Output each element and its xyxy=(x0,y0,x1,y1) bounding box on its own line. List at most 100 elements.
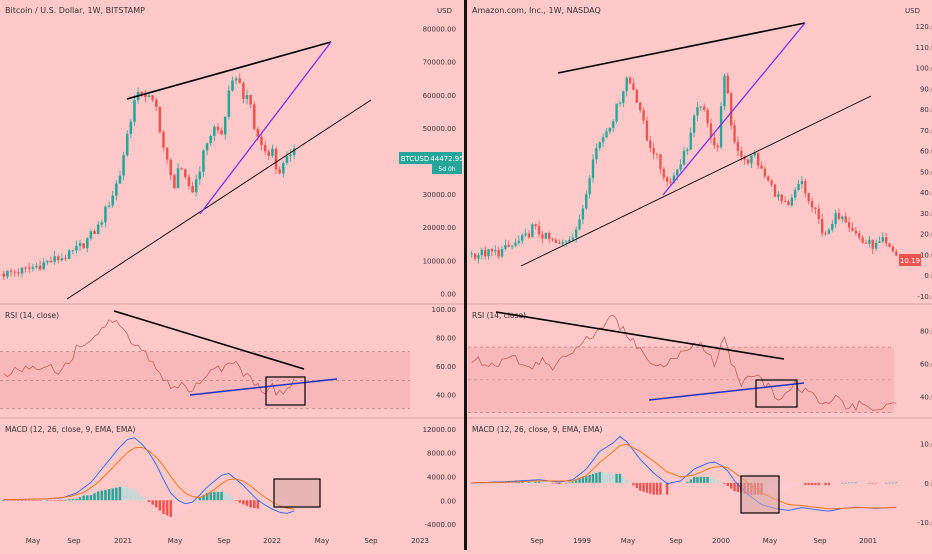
btc-macd-histogram-bar xyxy=(151,500,154,504)
amzn-candle xyxy=(727,73,729,95)
amzn-candle-body xyxy=(690,133,692,150)
btc-macd-histogram-bar xyxy=(104,490,107,500)
btc-macd-histogram-bar xyxy=(253,500,256,508)
btc-candle-body xyxy=(17,272,20,273)
amzn-macd-histogram-bar xyxy=(797,483,799,486)
amzn-macd-histogram-bar xyxy=(524,482,526,483)
btc-candle xyxy=(253,101,256,130)
amzn-time-tick-5: May xyxy=(763,537,777,545)
btc-candle-body xyxy=(238,78,241,82)
btc-candle xyxy=(173,173,176,189)
amzn-macd-tick-1: 0.00 xyxy=(924,480,932,488)
amzn-candle-body xyxy=(828,230,830,234)
btc-candle-body xyxy=(39,266,42,270)
amzn-macd-histogram-bar xyxy=(582,478,584,483)
amzn-price-tick-6: 60.00 xyxy=(920,148,932,156)
amzn-candle-body xyxy=(508,245,510,247)
btc-macd-histogram-bar xyxy=(10,500,13,501)
amzn-macd-histogram-bar xyxy=(868,483,870,484)
amzn-candle-body xyxy=(787,201,789,205)
amzn-candle-body xyxy=(824,233,826,234)
btc-candle-body xyxy=(188,177,191,186)
amzn-macd-histogram-bar xyxy=(588,475,590,483)
amzn-candle-body xyxy=(797,184,799,190)
btc-candle-body xyxy=(242,83,245,99)
btc-candle-body xyxy=(177,168,180,188)
amzn-time-tick-2: May xyxy=(621,537,635,545)
amzn-macd-histogram-bar xyxy=(535,482,537,483)
amzn-candle-body xyxy=(706,110,708,124)
chart-splitter[interactable] xyxy=(464,0,467,550)
amzn-macd-histogram-bar xyxy=(861,483,863,484)
amzn-macd-histogram-bar xyxy=(555,483,557,484)
amzn-candle-body xyxy=(541,234,543,238)
amzn-candle-body xyxy=(656,154,658,155)
amzn-macd-histogram-bar xyxy=(814,483,816,485)
amzn-chart-title: Amazon.com, Inc., 1W, NASDAQ xyxy=(472,6,601,15)
amzn-macd-histogram-bar xyxy=(706,477,708,483)
amzn-candle-body xyxy=(875,243,877,249)
btc-candle-body xyxy=(249,95,252,104)
amzn-macd-histogram-bar xyxy=(733,483,735,491)
btc-candle-body xyxy=(108,206,111,207)
amzn-macd-histogram-bar xyxy=(629,483,631,484)
amzn-candle-body xyxy=(494,250,496,251)
btc-price-tag-value: 44472.95 xyxy=(430,155,463,163)
amzn-price-tick-9: 30.00 xyxy=(920,210,932,218)
btc-macd-histogram-bar xyxy=(195,500,198,501)
amzn-candle-body xyxy=(531,224,533,237)
btc-candle-body xyxy=(278,169,281,173)
amzn-candle-body xyxy=(811,201,813,207)
btc-macd-histogram-bar xyxy=(173,500,176,515)
amzn-macd-histogram-bar xyxy=(700,477,702,483)
amzn-candle-body xyxy=(474,253,476,258)
amzn-candle-body xyxy=(882,237,884,241)
amzn-macd-histogram-bar xyxy=(791,483,793,488)
btc-candle-body xyxy=(162,132,165,148)
btc-rsi-tick-2: 60.00 xyxy=(436,363,456,371)
btc-candle-body xyxy=(260,137,263,145)
btc-candle-body xyxy=(220,130,223,134)
btc-time-tick-7: Sep xyxy=(364,537,378,545)
amzn-candle-body xyxy=(791,198,793,206)
amzn-time-tick-0: Sep xyxy=(530,537,544,545)
amzn-macd-histogram-bar xyxy=(717,480,719,483)
amzn-candle-body xyxy=(757,153,759,165)
btc-rsi-tick-0: 100.00 xyxy=(432,306,457,314)
btc-macd-tick-1: 8000.00 xyxy=(427,450,456,458)
amzn-price-tag: 10.19 xyxy=(899,254,921,266)
btc-rsi-tick-3: 40.00 xyxy=(436,392,456,400)
btc-candle-body xyxy=(235,78,238,80)
btc-candle-body xyxy=(228,91,231,117)
btc-macd-histogram-bar xyxy=(159,500,162,510)
amzn-candle-body xyxy=(713,138,715,146)
btc-macd-histogram-bar xyxy=(126,487,129,500)
amzn-candle xyxy=(888,243,890,248)
amzn-candle-body xyxy=(555,240,557,243)
amzn-candle-body xyxy=(794,190,796,198)
btc-macd-histogram-bar xyxy=(148,500,151,502)
btc-candle-body xyxy=(191,186,194,192)
amzn-candle-body xyxy=(808,193,810,201)
amzn-macd-histogram-bar xyxy=(538,482,540,483)
amzn-candle-body xyxy=(764,169,766,177)
amzn-candle-body xyxy=(501,249,503,256)
amzn-macd-histogram-bar xyxy=(784,483,786,490)
amzn-time-tick-3: Sep xyxy=(669,537,683,545)
btc-candle-body xyxy=(122,155,125,175)
amzn-candle-body xyxy=(892,247,894,252)
btc-candle-body xyxy=(79,243,82,246)
btc-candle-body xyxy=(199,172,202,180)
btc-candle-body xyxy=(42,262,45,269)
btc-candle-body xyxy=(286,156,289,163)
amzn-macd-histogram-bar xyxy=(693,477,695,483)
amzn-candle-body xyxy=(676,170,678,176)
amzn-candle-body xyxy=(723,76,725,107)
amzn-macd-histogram-bar xyxy=(831,483,833,485)
btc-time-tick-1: Sep xyxy=(67,537,81,545)
btc-candle xyxy=(126,130,129,157)
btc-candle xyxy=(159,107,162,135)
amzn-macd-histogram-bar xyxy=(568,482,570,483)
amzn-candle-body xyxy=(767,176,769,180)
